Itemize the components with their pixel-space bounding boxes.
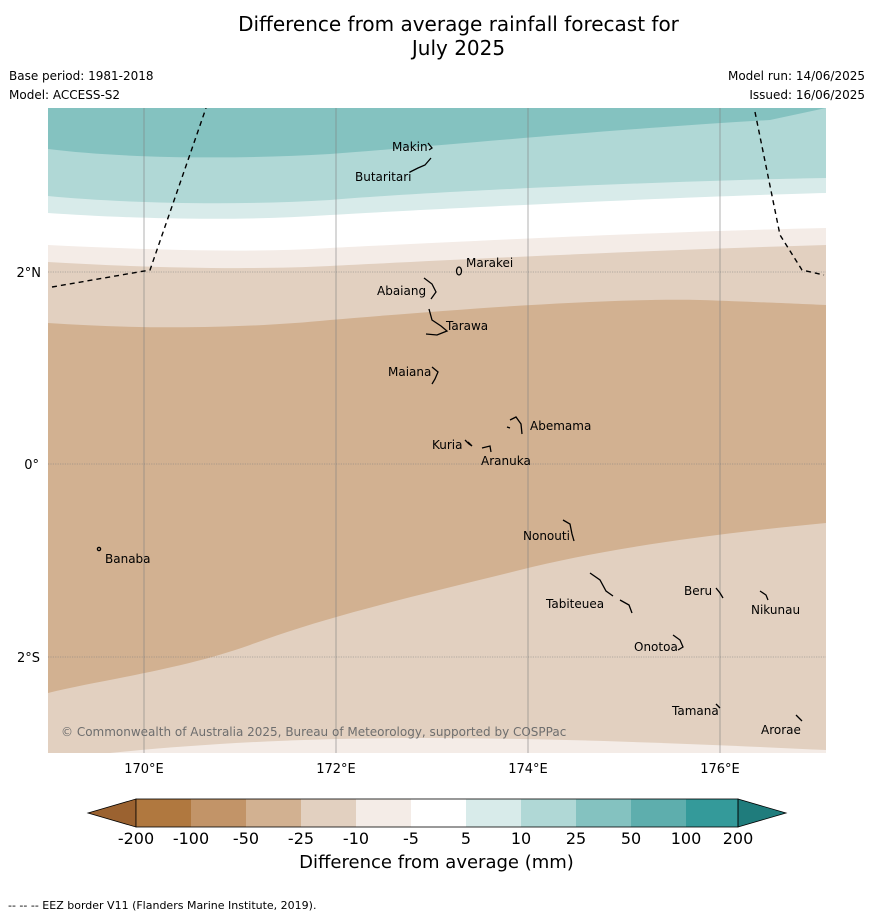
band-dry-25-50 (48, 299, 826, 693)
colorbar: -200 -100 -50 -25 -10 -5 5 10 25 50 100 … (86, 798, 788, 848)
colorbar-tick-10: 50 (621, 829, 641, 848)
island-maiana (431, 366, 439, 385)
island-tabiteuea (589, 572, 633, 614)
model-name: Model: ACCESS-S2 (9, 88, 121, 102)
colorbar-tick-6: -5 (403, 829, 419, 848)
colorbar-bin-9 (576, 799, 631, 827)
colorbar-bin-1 (136, 799, 191, 827)
island-makin (427, 142, 433, 151)
label-abaiang: Abaiang (377, 284, 426, 298)
island-marakei (455, 266, 463, 276)
colorbar-tick-5: -10 (343, 829, 369, 848)
label-marakei: Marakei (466, 256, 513, 270)
colorbar-bin-11 (686, 799, 738, 827)
label-beru: Beru (684, 584, 712, 598)
island-kuria (464, 439, 473, 447)
eez-border-west (51, 108, 207, 288)
label-makin: Makin (392, 140, 428, 154)
colorbar-outline (135, 798, 739, 828)
label-abemama: Abemama (530, 419, 591, 433)
colorbar-tick-12: 200 (723, 829, 754, 848)
island-aranuka (481, 445, 492, 453)
island-onotoa (672, 634, 684, 651)
x-tick-172e: 172°E (316, 762, 356, 777)
colorbar-tick-1: -200 (118, 829, 154, 848)
base-period: Base period: 1981-2018 (9, 69, 154, 83)
meta-left: Base period: 1981-2018 Model: ACCESS-S2 (9, 67, 154, 105)
island-nonouti (562, 519, 575, 542)
colorbar-tick-8: 10 (511, 829, 531, 848)
x-tick-174e: 174°E (508, 762, 548, 777)
label-butaritari: Butaritari (355, 170, 412, 184)
island-abemama (506, 416, 523, 435)
colorbar-low-extend (86, 798, 137, 828)
label-aranuka: Aranuka (481, 454, 531, 468)
eez-border-east (754, 111, 825, 276)
title-line-1: Difference from average rainfall forecas… (238, 12, 679, 36)
islands (96, 142, 803, 722)
x-axis-ticks: 170°E 172°E 174°E 176°E (124, 762, 740, 777)
y-tick-2s: 2°S (17, 651, 40, 666)
label-tabiteuea: Tabiteuea (545, 597, 604, 611)
label-kuria: Kuria (432, 438, 463, 452)
y-tick-2n: 2°N (17, 266, 42, 281)
band-dry-5-10-south (110, 738, 826, 753)
label-maiana: Maiana (388, 365, 431, 379)
colorbar-label: Difference from average (mm) (299, 852, 574, 873)
eez-legend-note: -- -- -- EEZ border V11 (Flanders Marine… (8, 899, 317, 912)
y-axis-ticks: 2°N 0° 2°S (17, 266, 42, 666)
colorbar-high-extend (737, 798, 788, 828)
label-onotoa: Onotoa (634, 640, 678, 654)
colorbar-bin-2 (191, 799, 246, 827)
colorbar-tick-3: -50 (233, 829, 259, 848)
x-tick-170e: 170°E (124, 762, 164, 777)
y-tick-equator: 0° (24, 458, 39, 473)
label-arorae: Arorae (761, 723, 801, 737)
band-wet-25-50 (48, 108, 826, 158)
title-line-2: July 2025 (411, 36, 506, 60)
map-plot-area: Makin Butaritari Marakei Abaiang Tarawa … (48, 108, 826, 753)
island-butaritari (409, 157, 432, 173)
eez-border (51, 108, 825, 288)
issued-date: Issued: 16/06/2025 (749, 88, 865, 102)
colorbar-tick-2: -100 (173, 829, 209, 848)
colorbar-ticks: -200 -100 -50 -25 -10 -5 5 10 25 50 100 … (118, 829, 753, 848)
label-nonouti: Nonouti (523, 529, 570, 543)
island-tarawa (425, 308, 449, 336)
colorbar-tick-4: -25 (288, 829, 314, 848)
label-nikunau: Nikunau (751, 603, 800, 617)
colorbar-tick-9: 25 (566, 829, 586, 848)
island-tamana (715, 703, 721, 709)
x-tick-176e: 176°E (700, 762, 740, 777)
meta-right: Model run: 14/06/2025 Issued: 16/06/2025 (728, 67, 865, 105)
island-beru (715, 587, 724, 599)
colorbar-bin-4 (301, 799, 356, 827)
colorbar-bin-6 (411, 799, 466, 827)
graticule (48, 108, 826, 753)
colorbar-bin-7 (466, 799, 521, 827)
island-banaba (96, 546, 102, 552)
colorbar-tick-7: 5 (461, 829, 471, 848)
label-banaba: Banaba (105, 552, 151, 566)
colorbar-bin-10 (631, 799, 686, 827)
colorbar-tick-11: 100 (671, 829, 702, 848)
model-run: Model run: 14/06/2025 (727, 69, 865, 83)
map-title: Difference from average rainfall forecas… (0, 12, 873, 60)
island-nikunau (759, 590, 769, 601)
island-abaiang (423, 277, 437, 300)
copyright-notice: © Commonwealth of Australia 2025, Bureau… (61, 725, 566, 739)
label-tamana: Tamana (671, 704, 719, 718)
island-arorae (795, 714, 803, 722)
label-tarawa: Tarawa (445, 319, 488, 333)
colorbar-bin-8 (521, 799, 576, 827)
island-labels: Makin Butaritari Marakei Abaiang Tarawa … (105, 140, 801, 737)
colorbar-bin-3 (246, 799, 301, 827)
colorbar-bin-5 (356, 799, 411, 827)
